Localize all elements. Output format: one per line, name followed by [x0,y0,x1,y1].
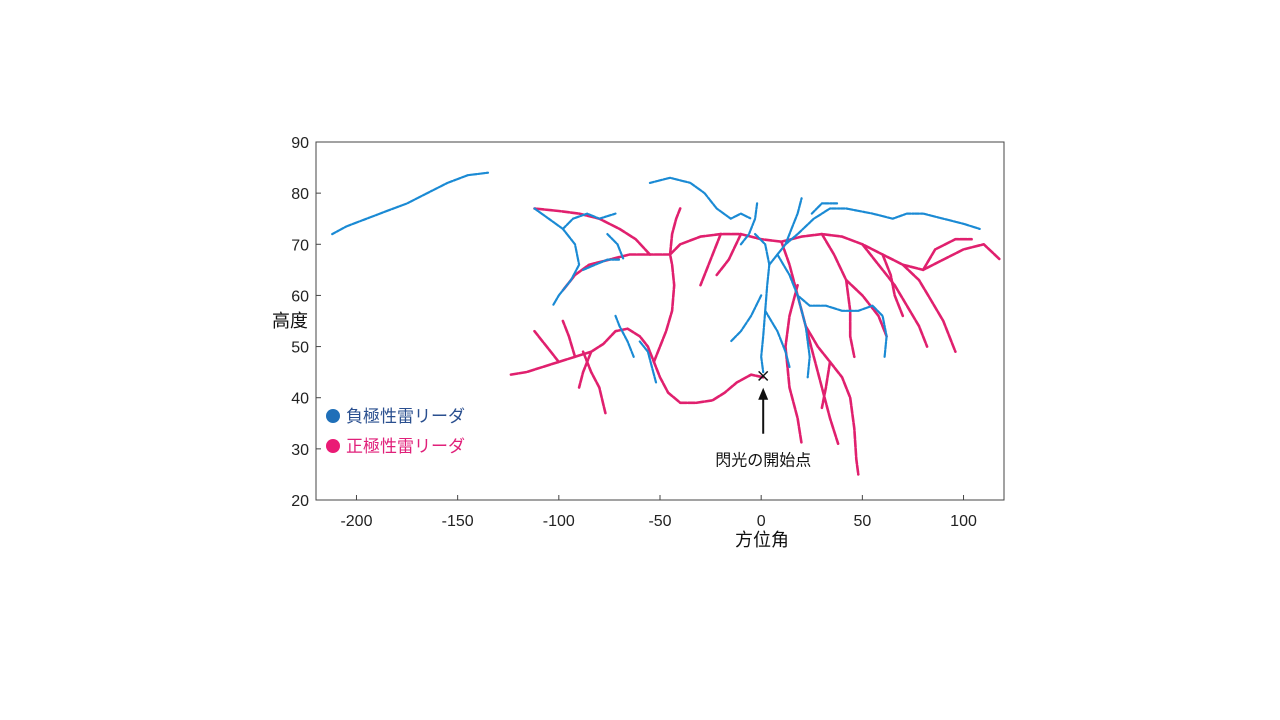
positive-leader-branch [901,263,957,353]
negative-leader-branch [784,207,981,246]
x-tick-label: -150 [442,513,474,530]
x-tick-label: -100 [543,513,575,530]
x-axis-label: 方位角 [735,530,789,551]
positive-leader-branch [820,232,888,338]
y-axis-label: 高度 [272,311,308,332]
positive-leader-branch [533,329,561,364]
y-tick-label: 40 [291,391,309,408]
negative-leader-branch [648,176,753,220]
y-tick-label: 60 [291,288,309,305]
y-axis: 90 80 70 60 50 40 30 20 [291,135,321,510]
positive-leader-branch [921,237,973,272]
x-tick-label: 50 [853,513,871,530]
legend-label-positive: 正極性雷リーダ [346,437,465,457]
legend-marker-positive [326,439,340,453]
y-tick-label: 80 [291,186,309,203]
legend-label-negative: 負極性雷リーダ [346,407,465,427]
negative-leader-branch [331,171,490,236]
negative-leader-branch [754,233,771,374]
flash-origin-marker: × [756,366,771,387]
negative-leader-branch [729,294,763,343]
negative-leader-branch [768,197,803,266]
legend: 負極性雷リーダ 正極性雷リーダ [326,407,465,457]
y-tick-label: 30 [291,442,309,459]
x-tick-label: 100 [950,513,977,530]
positive-leader-branch [715,232,743,277]
y-tick-label: 50 [291,340,309,357]
x-tick-label: -50 [648,513,671,530]
x-axis: -200 -150 -100 -50 0 50 100 [340,495,977,530]
positive-leader-branch [881,253,905,318]
positive-leader-branch [577,350,593,389]
positive-leader-branch [861,243,929,348]
flash-origin-label: 閃光の開始点 [715,451,811,470]
x-tick-label: 0 [757,513,766,530]
negative-leader-branch [533,207,581,307]
flash-origin-annotation: × 閃光の開始点 [715,366,811,470]
positive-leader-branch [780,240,840,445]
y-tick-label: 70 [291,237,309,254]
negative-leader-branch [776,253,888,358]
positive-leader-branch [820,360,832,410]
negative-leader-branch [561,212,617,230]
negative-leader-branch [582,258,621,271]
negative-leader-branch [606,233,625,261]
positive-leader-branch [804,324,860,476]
negative-leader-branch [739,202,759,246]
negative-leader-branch [614,314,635,358]
legend-marker-negative [326,409,340,423]
positive-leader-branch [699,232,722,287]
negative-leader-branch [764,309,791,369]
negative-leader-branch [810,202,840,215]
positive-leader-branch [561,319,577,359]
negative-leader-branch [796,294,811,379]
positive-leader-series [509,207,1002,476]
negative-leader-branch [638,340,658,384]
negative-leader-series [331,171,981,384]
positive-leader-branch [784,283,803,445]
flash-origin-arrowhead [758,387,769,400]
positive-leader-branch [668,207,682,256]
positive-leader-branch [509,327,765,405]
data-layer [331,171,1002,476]
y-tick-label: 90 [291,135,309,152]
y-tick-label: 20 [291,493,309,510]
x-tick-label: -200 [340,513,372,530]
plot-frame [315,141,1005,501]
positive-leader-branch [844,278,856,359]
